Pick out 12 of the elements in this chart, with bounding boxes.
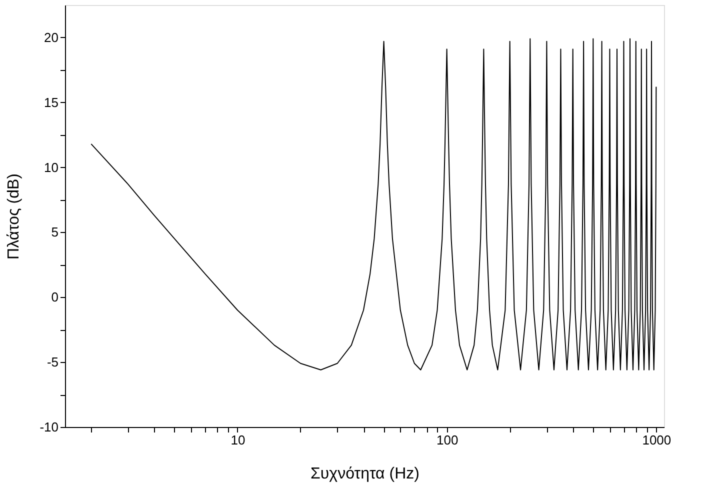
y-tick-label: 5 bbox=[51, 224, 58, 240]
x-axis-title: Συχνότητα (Hz) bbox=[310, 466, 420, 482]
y-tick-label: 15 bbox=[44, 94, 58, 110]
y-tick-label: -5 bbox=[46, 354, 58, 370]
y-tick-label: 20 bbox=[44, 30, 58, 45]
x-tick-label: 100 bbox=[436, 432, 458, 448]
y-tick-label: -10 bbox=[40, 420, 58, 434]
x-tick-label: 1000 bbox=[642, 432, 672, 448]
y-axis-title: Πλάτος (dB) bbox=[6, 174, 23, 260]
y-tick-label: 0 bbox=[51, 290, 58, 305]
x-tick-label: 10 bbox=[230, 432, 246, 448]
y-tick-label: 10 bbox=[44, 160, 58, 175]
